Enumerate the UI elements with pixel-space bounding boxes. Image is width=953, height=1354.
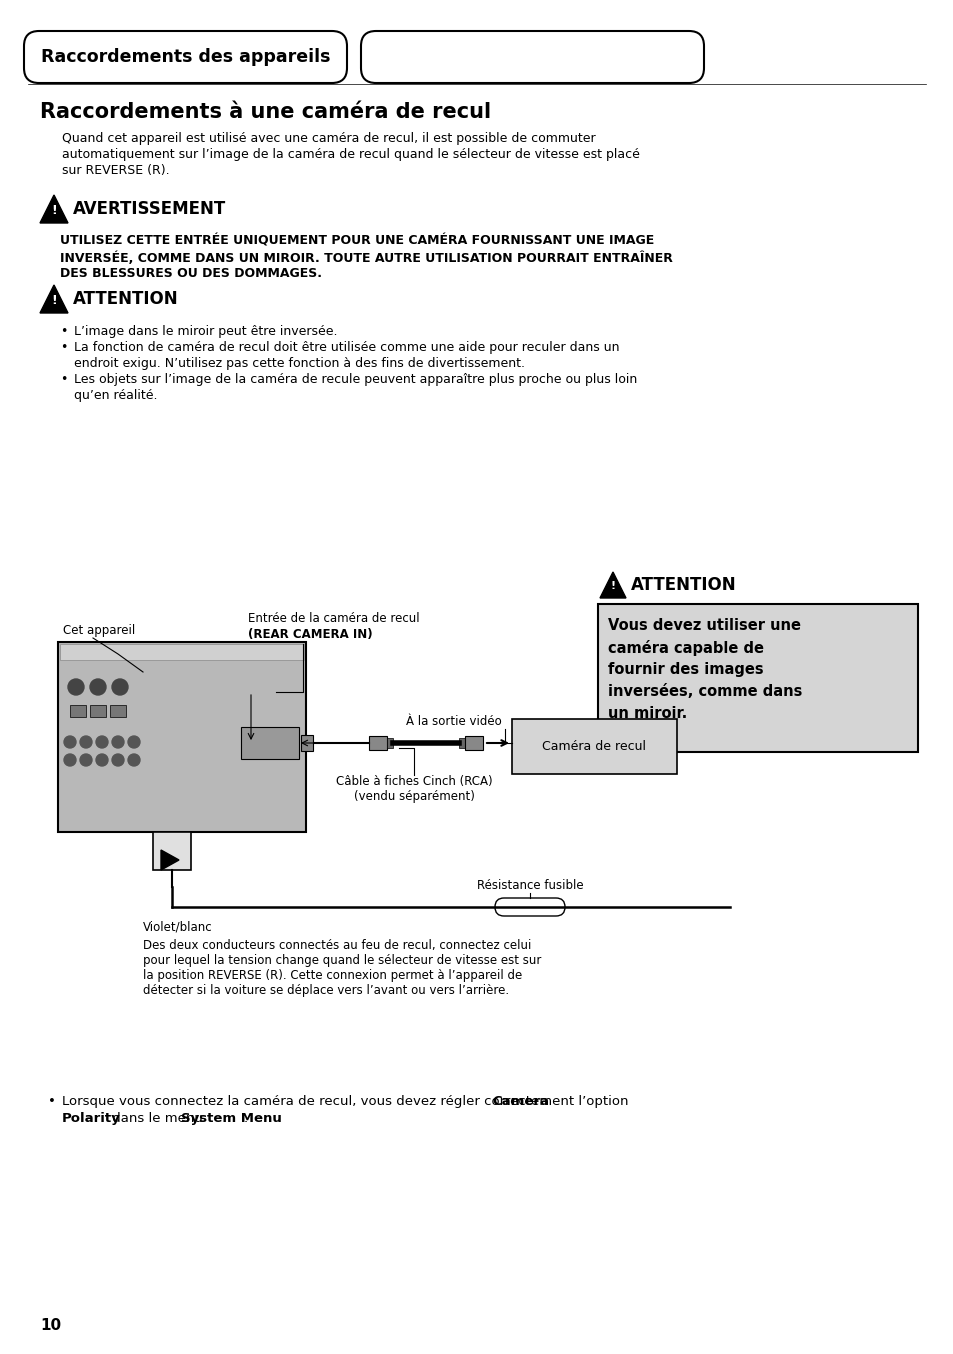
Text: Vous devez utiliser une: Vous devez utiliser une xyxy=(607,617,801,634)
Text: !: ! xyxy=(51,203,57,217)
Text: Camera: Camera xyxy=(492,1095,548,1108)
FancyBboxPatch shape xyxy=(598,604,917,751)
Text: pour lequel la tension change quand le sélecteur de vitesse est sur: pour lequel la tension change quand le s… xyxy=(143,955,540,967)
Text: Lorsque vous connectez la caméra de recul, vous devez régler correctement l’opti: Lorsque vous connectez la caméra de recu… xyxy=(62,1095,632,1108)
Circle shape xyxy=(80,754,91,766)
Text: caméra capable de: caméra capable de xyxy=(607,640,763,655)
Text: inversées, comme dans: inversées, comme dans xyxy=(607,684,801,699)
FancyBboxPatch shape xyxy=(464,737,482,750)
Text: À la sortie vidéo: À la sortie vidéo xyxy=(406,715,501,728)
Text: détecter si la voiture se déplace vers l’avant ou vers l’arrière.: détecter si la voiture se déplace vers l… xyxy=(143,984,509,997)
Text: (vendu séparément): (vendu séparément) xyxy=(354,789,474,803)
Text: •: • xyxy=(60,372,68,386)
Circle shape xyxy=(128,754,140,766)
Circle shape xyxy=(112,678,128,695)
Text: •: • xyxy=(48,1095,56,1108)
FancyBboxPatch shape xyxy=(70,705,86,718)
FancyBboxPatch shape xyxy=(241,727,298,760)
Text: •: • xyxy=(60,341,68,353)
Text: Violet/blanc: Violet/blanc xyxy=(143,921,213,934)
Text: INVERSÉE, COMME DANS UN MIROIR. TOUTE AUTRE UTILISATION POURRAIT ENTRAÎNER: INVERSÉE, COMME DANS UN MIROIR. TOUTE AU… xyxy=(60,250,672,264)
FancyBboxPatch shape xyxy=(458,738,464,747)
FancyBboxPatch shape xyxy=(512,719,677,774)
Text: 10: 10 xyxy=(40,1317,61,1332)
Text: DES BLESSURES OU DES DOMMAGES.: DES BLESSURES OU DES DOMMAGES. xyxy=(60,267,322,280)
Circle shape xyxy=(96,754,108,766)
Text: Raccordements à une caméra de recul: Raccordements à une caméra de recul xyxy=(40,102,491,122)
Text: Polarity: Polarity xyxy=(62,1112,121,1125)
FancyBboxPatch shape xyxy=(152,831,191,871)
Text: qu’en réalité.: qu’en réalité. xyxy=(74,389,157,402)
Text: Raccordements des appareils: Raccordements des appareils xyxy=(41,47,330,66)
Circle shape xyxy=(68,678,84,695)
Text: UTILISEZ CETTE ENTRÉE UNIQUEMENT POUR UNE CAMÉRA FOURNISSANT UNE IMAGE: UTILISEZ CETTE ENTRÉE UNIQUEMENT POUR UN… xyxy=(60,236,654,248)
Circle shape xyxy=(64,737,76,747)
FancyBboxPatch shape xyxy=(369,737,387,750)
Circle shape xyxy=(96,737,108,747)
Text: Caméra de recul: Caméra de recul xyxy=(542,741,646,753)
Text: Câble à fiches Cinch (RCA): Câble à fiches Cinch (RCA) xyxy=(335,774,492,788)
Text: •: • xyxy=(60,325,68,338)
Text: Des deux conducteurs connectés au feu de recul, connectez celui: Des deux conducteurs connectés au feu de… xyxy=(143,940,531,952)
FancyBboxPatch shape xyxy=(24,31,347,83)
Text: !: ! xyxy=(51,294,57,306)
Polygon shape xyxy=(161,850,179,871)
Text: ATTENTION: ATTENTION xyxy=(630,575,736,594)
Circle shape xyxy=(80,737,91,747)
Text: .: . xyxy=(244,1112,248,1125)
Polygon shape xyxy=(40,284,68,313)
Circle shape xyxy=(90,678,106,695)
FancyBboxPatch shape xyxy=(495,898,564,917)
Text: AVERTISSEMENT: AVERTISSEMENT xyxy=(73,200,226,218)
FancyBboxPatch shape xyxy=(60,645,304,659)
Text: Cet appareil: Cet appareil xyxy=(63,624,135,636)
Text: fournir des images: fournir des images xyxy=(607,662,762,677)
Circle shape xyxy=(64,754,76,766)
Circle shape xyxy=(112,754,124,766)
Text: un miroir.: un miroir. xyxy=(607,705,686,720)
Circle shape xyxy=(128,737,140,747)
Polygon shape xyxy=(40,195,68,223)
Text: Entrée de la caméra de recul: Entrée de la caméra de recul xyxy=(248,612,419,626)
Text: La fonction de caméra de recul doit être utilisée comme une aide pour reculer da: La fonction de caméra de recul doit être… xyxy=(74,341,618,353)
FancyBboxPatch shape xyxy=(58,642,306,831)
Text: endroit exigu. N’utilisez pas cette fonction à des fins de divertissement.: endroit exigu. N’utilisez pas cette fonc… xyxy=(74,357,524,370)
Polygon shape xyxy=(599,571,625,598)
Text: automatiquement sur l’image de la caméra de recul quand le sélecteur de vitesse : automatiquement sur l’image de la caméra… xyxy=(62,148,639,161)
FancyBboxPatch shape xyxy=(301,735,313,751)
Text: Résistance fusible: Résistance fusible xyxy=(476,879,582,892)
FancyBboxPatch shape xyxy=(90,705,106,718)
Text: ATTENTION: ATTENTION xyxy=(73,290,178,307)
Text: Les objets sur l’image de la caméra de recule peuvent apparaître plus proche ou : Les objets sur l’image de la caméra de r… xyxy=(74,372,637,386)
FancyBboxPatch shape xyxy=(387,738,393,747)
Text: sur REVERSE (R).: sur REVERSE (R). xyxy=(62,164,170,177)
Text: la position REVERSE (R). Cette connexion permet à l’appareil de: la position REVERSE (R). Cette connexion… xyxy=(143,969,521,982)
Text: !: ! xyxy=(610,581,615,590)
Text: Quand cet appareil est utilisé avec une caméra de recul, il est possible de comm: Quand cet appareil est utilisé avec une … xyxy=(62,131,595,145)
Circle shape xyxy=(112,737,124,747)
Text: System Menu: System Menu xyxy=(180,1112,281,1125)
FancyBboxPatch shape xyxy=(110,705,126,718)
Text: (REAR CAMERA IN): (REAR CAMERA IN) xyxy=(248,628,373,640)
Text: L’image dans le miroir peut être inversée.: L’image dans le miroir peut être inversé… xyxy=(74,325,337,338)
Text: dans le menu: dans le menu xyxy=(108,1112,207,1125)
FancyBboxPatch shape xyxy=(360,31,703,83)
